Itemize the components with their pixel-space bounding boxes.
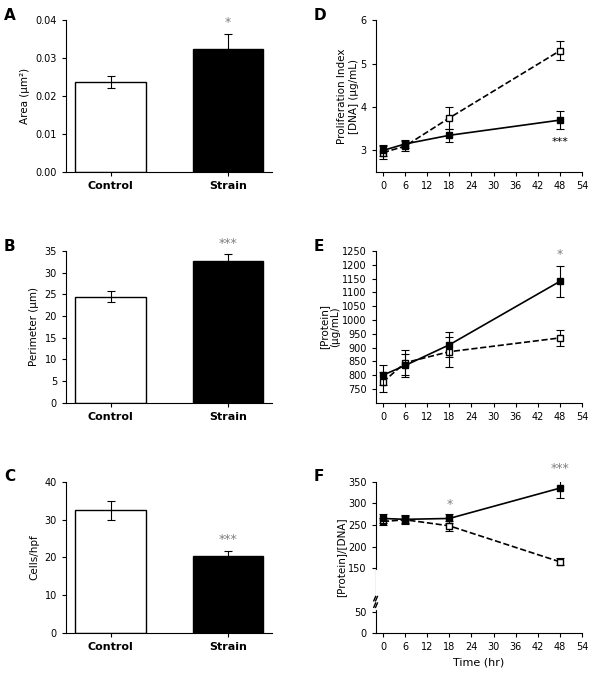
Text: *: *	[557, 249, 563, 262]
Y-axis label: [Protein]/[DNA]: [Protein]/[DNA]	[337, 518, 347, 597]
Text: F: F	[314, 469, 324, 484]
Text: ***: ***	[551, 137, 568, 146]
Y-axis label: Proliferation Index
[DNA] (μg/mL): Proliferation Index [DNA] (μg/mL)	[337, 48, 359, 144]
Bar	[376, 571, 582, 609]
Bar	[193, 556, 263, 633]
Text: E: E	[314, 239, 324, 254]
Text: *: *	[225, 16, 231, 29]
Y-axis label: Area (μm²): Area (μm²)	[20, 68, 30, 125]
Text: B: B	[4, 239, 16, 254]
Bar	[76, 510, 146, 633]
Y-axis label: Perimeter (μm): Perimeter (μm)	[29, 287, 39, 366]
Bar	[76, 296, 146, 402]
Bar	[193, 261, 263, 402]
Text: ***: ***	[218, 236, 237, 249]
Bar	[76, 82, 146, 172]
Text: A: A	[4, 8, 16, 23]
Text: C: C	[4, 469, 15, 484]
Y-axis label: Cells/hpf: Cells/hpf	[29, 535, 39, 580]
Y-axis label: [Protein]
(μg/mL): [Protein] (μg/mL)	[319, 304, 340, 349]
Bar	[193, 49, 263, 172]
X-axis label: Time (hr): Time (hr)	[453, 658, 505, 668]
Text: D: D	[314, 8, 326, 23]
Text: ***: ***	[551, 462, 569, 475]
Text: ***: ***	[218, 533, 237, 546]
Text: *: *	[446, 498, 452, 511]
